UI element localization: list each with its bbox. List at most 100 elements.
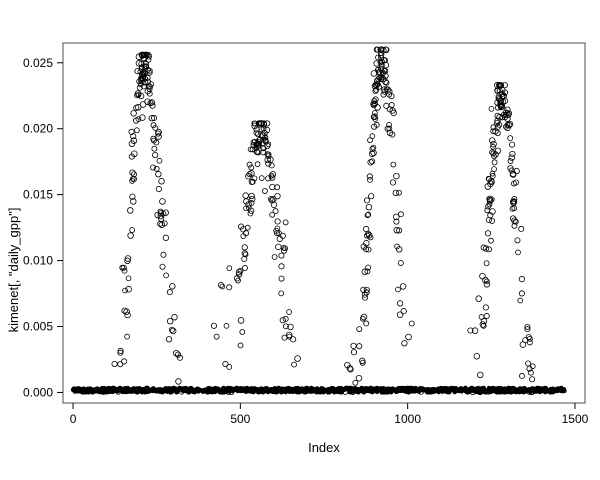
data-point[interactable]	[242, 256, 247, 261]
data-point[interactable]	[214, 334, 219, 339]
data-point[interactable]	[270, 212, 275, 217]
data-point[interactable]	[396, 287, 401, 292]
data-point[interactable]	[485, 208, 490, 213]
data-point[interactable]	[409, 321, 414, 326]
data-point[interactable]	[484, 313, 489, 318]
data-point[interactable]	[489, 106, 494, 111]
data-point[interactable]	[243, 230, 248, 235]
data-point[interactable]	[523, 337, 528, 342]
data-point[interactable]	[292, 362, 297, 367]
data-point[interactable]	[402, 341, 407, 346]
data-point[interactable]	[398, 212, 403, 217]
data-point[interactable]	[515, 238, 520, 243]
data-point[interactable]	[240, 329, 245, 334]
data-point[interactable]	[364, 198, 369, 203]
data-point[interactable]	[160, 264, 165, 269]
data-point[interactable]	[366, 204, 372, 210]
data-point[interactable]	[275, 219, 280, 224]
data-point[interactable]	[519, 226, 524, 231]
data-point[interactable]	[363, 226, 368, 231]
data-point[interactable]	[488, 238, 493, 243]
data-point[interactable]	[351, 349, 356, 354]
data-point[interactable]	[170, 283, 176, 289]
data-point[interactable]	[384, 103, 389, 108]
data-point[interactable]	[128, 233, 134, 239]
data-point[interactable]	[508, 159, 513, 164]
data-point[interactable]	[156, 171, 162, 177]
data-point[interactable]	[406, 334, 412, 340]
data-point[interactable]	[279, 253, 284, 258]
data-point[interactable]	[279, 291, 284, 296]
data-point[interactable]	[519, 291, 524, 296]
data-point[interactable]	[485, 231, 490, 236]
data-point[interactable]	[397, 301, 402, 306]
data-point[interactable]	[124, 309, 130, 315]
data-point[interactable]	[361, 314, 367, 320]
data-point[interactable]	[127, 208, 133, 214]
data-point[interactable]	[211, 323, 216, 328]
data-point[interactable]	[518, 298, 523, 303]
data-point[interactable]	[492, 160, 497, 165]
data-point[interactable]	[282, 335, 287, 340]
data-point[interactable]	[279, 276, 284, 281]
data-point[interactable]	[130, 227, 135, 232]
data-point[interactable]	[272, 254, 277, 259]
data-point[interactable]	[474, 353, 480, 359]
data-point[interactable]	[394, 173, 400, 179]
data-point[interactable]	[509, 142, 514, 147]
data-point[interactable]	[368, 193, 373, 198]
data-point[interactable]	[125, 312, 131, 318]
data-point[interactable]	[172, 314, 178, 320]
data-point[interactable]	[287, 310, 292, 315]
data-point[interactable]	[121, 359, 126, 364]
data-point[interactable]	[125, 334, 130, 339]
data-point[interactable]	[159, 178, 165, 184]
data-point[interactable]	[224, 323, 229, 328]
data-point[interactable]	[159, 222, 165, 228]
data-point[interactable]	[510, 171, 516, 177]
data-point[interactable]	[242, 245, 247, 250]
data-points-group[interactable]	[71, 47, 566, 395]
data-point[interactable]	[126, 276, 131, 281]
data-point[interactable]	[476, 296, 482, 302]
data-point[interactable]	[140, 102, 146, 108]
data-point[interactable]	[218, 282, 223, 287]
data-point[interactable]	[519, 373, 524, 378]
data-point[interactable]	[255, 162, 260, 167]
data-point[interactable]	[220, 284, 225, 289]
data-point[interactable]	[397, 312, 403, 318]
data-point[interactable]	[112, 361, 117, 366]
data-point[interactable]	[290, 337, 295, 342]
data-point[interactable]	[238, 318, 244, 324]
data-point[interactable]	[368, 159, 374, 165]
data-point[interactable]	[353, 380, 358, 385]
data-point[interactable]	[367, 174, 372, 179]
data-point[interactable]	[371, 145, 376, 150]
data-point[interactable]	[243, 193, 249, 199]
data-point[interactable]	[489, 218, 494, 223]
data-point[interactable]	[478, 372, 484, 378]
data-point[interactable]	[134, 128, 139, 133]
data-point[interactable]	[166, 336, 172, 342]
data-point[interactable]	[391, 162, 396, 167]
data-point[interactable]	[357, 344, 362, 349]
data-point[interactable]	[364, 321, 369, 326]
data-point[interactable]	[152, 152, 157, 157]
data-point[interactable]	[295, 356, 301, 362]
data-point[interactable]	[161, 252, 166, 257]
data-point[interactable]	[227, 285, 232, 290]
data-point[interactable]	[484, 261, 489, 266]
data-point[interactable]	[401, 308, 406, 313]
data-point[interactable]	[249, 165, 254, 170]
data-point[interactable]	[227, 266, 232, 271]
data-point[interactable]	[170, 328, 176, 334]
data-point[interactable]	[123, 288, 128, 293]
data-point[interactable]	[489, 138, 495, 144]
data-point[interactable]	[131, 111, 137, 117]
data-point[interactable]	[510, 151, 515, 156]
data-point[interactable]	[398, 260, 403, 265]
data-point[interactable]	[509, 155, 515, 161]
data-point[interactable]	[526, 361, 531, 366]
data-point[interactable]	[277, 236, 282, 241]
data-point[interactable]	[480, 273, 486, 279]
